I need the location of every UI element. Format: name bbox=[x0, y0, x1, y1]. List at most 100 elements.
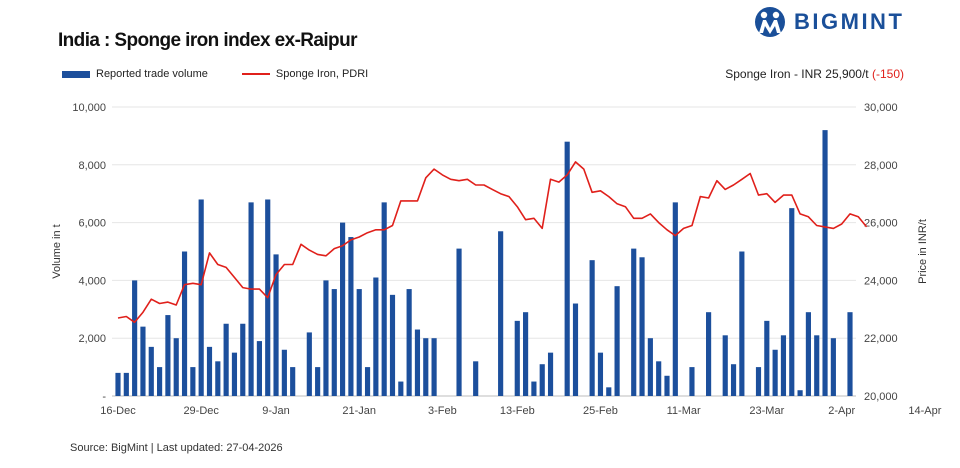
volume-bar bbox=[523, 312, 529, 396]
volume-bar bbox=[406, 289, 412, 396]
volume-bar bbox=[539, 364, 545, 396]
volume-bar bbox=[830, 338, 836, 396]
volume-bar bbox=[190, 367, 196, 396]
volume-bar bbox=[348, 237, 354, 396]
volume-bar bbox=[597, 352, 604, 396]
volume-bar bbox=[656, 361, 662, 396]
volume-bar bbox=[248, 202, 254, 396]
volume-bar bbox=[564, 141, 570, 396]
legend-item-volume: Reported trade volume bbox=[62, 68, 208, 80]
volume-bar bbox=[381, 202, 387, 396]
volume-bar bbox=[198, 199, 204, 396]
y2-tick-label: 20,000 bbox=[864, 391, 898, 403]
y2-tick-label: 24,000 bbox=[864, 275, 898, 287]
volume-bar bbox=[215, 361, 221, 396]
volume-bar bbox=[273, 254, 279, 396]
volume-bar bbox=[531, 381, 537, 396]
volume-bar bbox=[780, 335, 787, 396]
x-tick-label: 9-Jan bbox=[262, 405, 290, 417]
volume-bar bbox=[331, 289, 337, 396]
volume-bar bbox=[157, 367, 163, 396]
volume-bar bbox=[181, 251, 188, 396]
legend-label-volume: Reported trade volume bbox=[96, 68, 208, 80]
volume-bar bbox=[231, 352, 238, 396]
volume-bar bbox=[398, 381, 404, 396]
volume-bar bbox=[315, 367, 321, 396]
volume-bar bbox=[764, 320, 770, 396]
volume-bar bbox=[730, 364, 737, 396]
price-change: (-150) bbox=[871, 67, 904, 81]
legend-swatch-bar bbox=[62, 70, 90, 78]
legend-swatch-line bbox=[241, 73, 270, 75]
y2-tick-label: 30,000 bbox=[864, 102, 898, 114]
brand-logo: BIGMINT bbox=[754, 6, 904, 38]
volume-bar bbox=[431, 338, 437, 396]
volume-bar bbox=[797, 390, 803, 396]
chart-title: India : Sponge iron index ex-Raipur bbox=[58, 30, 357, 51]
volume-bar bbox=[572, 303, 579, 396]
volume-bar bbox=[256, 341, 262, 396]
volume-bar bbox=[772, 349, 778, 396]
volume-bar bbox=[414, 329, 421, 396]
volume-bar bbox=[281, 349, 287, 396]
volume-bar bbox=[547, 352, 554, 396]
x-tick-label: 29-Dec bbox=[183, 405, 219, 417]
source-note: Source: BigMint | Last updated: 27-04-20… bbox=[70, 442, 283, 454]
volume-bar bbox=[240, 323, 246, 396]
y-axis-title: Volume in t bbox=[51, 224, 63, 278]
volume-bar bbox=[631, 248, 637, 396]
volume-bar bbox=[606, 387, 612, 396]
volume-bar bbox=[364, 367, 371, 396]
volume-bar bbox=[340, 222, 346, 396]
volume-bar bbox=[140, 326, 146, 396]
volume-bar bbox=[706, 312, 712, 396]
volume-bar bbox=[689, 367, 695, 396]
brand-name: BIGMINT bbox=[794, 9, 905, 34]
volume-bar bbox=[614, 286, 620, 396]
volume-bar bbox=[589, 260, 595, 396]
x-tick-label: 2-Apr bbox=[828, 405, 855, 417]
volume-bar bbox=[664, 375, 670, 396]
volume-bar bbox=[456, 248, 462, 396]
volume-bar bbox=[639, 257, 645, 396]
price-value: Sponge Iron - INR 25,900/t bbox=[725, 67, 869, 81]
x-tick-label: 14-Apr bbox=[908, 405, 941, 417]
volume-bar bbox=[373, 277, 379, 396]
volume-bar bbox=[173, 338, 179, 396]
x-tick-label: 13-Feb bbox=[500, 405, 535, 417]
x-tick-label: 21-Jan bbox=[342, 405, 376, 417]
x-tick-label: 11-Mar bbox=[667, 405, 701, 417]
volume-bar bbox=[789, 208, 795, 396]
legend-label-price: Sponge Iron, PDRI bbox=[275, 68, 369, 80]
x-tick-label: 23-Mar bbox=[749, 405, 784, 417]
volume-bar bbox=[206, 346, 213, 396]
x-tick-label: 16-Dec bbox=[100, 405, 136, 417]
y-tick-label: 4,000 bbox=[78, 275, 106, 287]
volume-bar bbox=[722, 335, 728, 396]
volume-bar bbox=[847, 312, 853, 396]
y-tick-label: - bbox=[102, 391, 106, 403]
volume-bar bbox=[822, 130, 828, 396]
volume-bar bbox=[306, 332, 312, 396]
y-tick-label: 6,000 bbox=[78, 218, 106, 230]
y-tick-label: 2,000 bbox=[78, 333, 106, 345]
y-tick-label: 10,000 bbox=[72, 102, 106, 114]
volume-bar bbox=[115, 372, 121, 396]
legend-item-price: Sponge Iron, PDRI bbox=[241, 68, 369, 80]
volume-bar bbox=[356, 289, 362, 396]
volume-bar bbox=[389, 294, 396, 396]
volume-bar bbox=[514, 320, 520, 396]
volume-bar bbox=[473, 361, 479, 396]
chart-legend: Reported trade volume Sponge Iron, PDRI bbox=[62, 68, 402, 80]
volume-bar bbox=[148, 346, 154, 396]
volume-bar bbox=[290, 367, 296, 396]
y2-tick-label: 26,000 bbox=[864, 218, 898, 230]
volume-bar bbox=[165, 315, 171, 396]
y2-axis-title: Price in INR/t bbox=[917, 219, 929, 284]
price-note: Sponge Iron - INR 25,900/t (-150) bbox=[725, 67, 904, 81]
volume-bar bbox=[739, 251, 745, 396]
y-tick-label: 8,000 bbox=[78, 160, 106, 172]
y2-tick-label: 22,000 bbox=[864, 333, 898, 345]
x-tick-label: 25-Feb bbox=[583, 405, 618, 417]
price-line bbox=[117, 161, 868, 324]
